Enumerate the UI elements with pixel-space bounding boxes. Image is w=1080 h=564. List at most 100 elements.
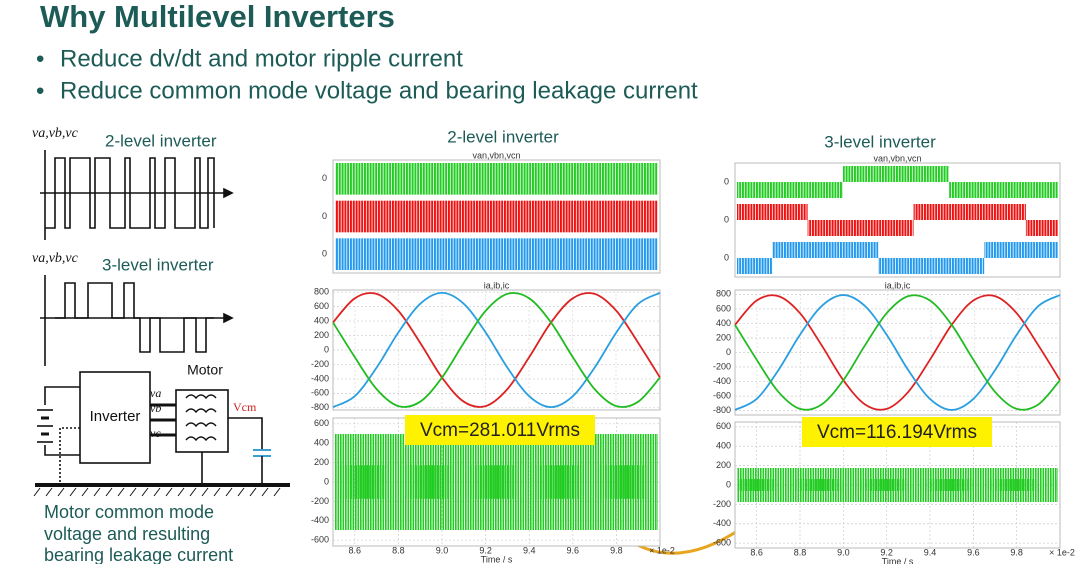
chart-title: 3-level inverter — [824, 132, 936, 151]
annotation: Vcm=281.011Vrms — [420, 420, 580, 441]
pwm-band — [737, 182, 843, 198]
pwm-band — [335, 163, 658, 195]
pwm-band — [1025, 220, 1058, 236]
y-tick-label: -600 — [311, 535, 329, 545]
x-tick-label: 8.6 — [750, 547, 763, 557]
caption: Motor common mode — [44, 502, 214, 522]
y-tick-label: -200 — [713, 499, 731, 509]
pwm-band — [335, 200, 658, 233]
plot-subtitle: ia,ib,ic — [885, 280, 911, 290]
x-tick-label: 9.8 — [610, 545, 623, 555]
annotation-box — [802, 417, 992, 447]
wave-title: 3-level inverter — [102, 255, 214, 274]
y-tick-label: 0 — [324, 476, 329, 486]
x-tick-label: 9.4 — [924, 547, 937, 557]
y-tick-label: -400 — [311, 373, 329, 383]
wave-title: 2-level inverter — [105, 131, 217, 150]
x-axis-label: Time / s — [882, 556, 914, 564]
y-tick-label: 400 — [314, 438, 329, 448]
plot-subtitle: ia,ib,ic — [484, 280, 510, 290]
current-line — [734, 294, 1061, 411]
pwm-band — [984, 242, 1058, 258]
wire — [228, 417, 263, 450]
y-tick-label: 0 — [322, 249, 327, 259]
y-tick-label: 0 — [726, 479, 731, 489]
vcm-band-inner — [737, 479, 1058, 491]
pwm-band — [878, 258, 985, 274]
phase-label: va — [150, 386, 161, 400]
inverter-box — [79, 371, 151, 464]
x-tick-label: 8.8 — [392, 545, 405, 555]
wave-label: va,vb,vc — [32, 251, 79, 266]
current-line — [734, 294, 1061, 411]
pwm-band — [913, 204, 1026, 220]
y-tick-label: -200 — [311, 359, 329, 369]
y-tick-label: -400 — [311, 515, 329, 525]
pwm-band — [842, 166, 949, 182]
caption: bearing leakage current — [44, 545, 233, 564]
bullet: Reduce common mode voltage and bearing l… — [60, 77, 698, 104]
chart-title: 2-level inverter — [447, 127, 559, 146]
y-tick-label: -600 — [311, 388, 329, 398]
x-tick-label: 8.6 — [349, 545, 362, 555]
ground-hatch — [33, 487, 281, 497]
phase-label: vc — [150, 426, 161, 440]
circuit: Inverter va vb vc Motor Vcm — [33, 362, 290, 497]
y-tick-label: 800 — [716, 289, 731, 299]
x-tick-label: 9.0 — [837, 547, 850, 557]
plot-subtitle: van,vbn,vcn — [472, 150, 520, 160]
pwm-band — [737, 204, 808, 220]
current-line — [734, 294, 1061, 411]
arrow — [223, 312, 234, 324]
x-unit-label: × 1e-2 — [649, 545, 675, 555]
bullet-dot: • — [36, 77, 44, 104]
current-line — [332, 291, 661, 409]
x-tick-label: 9.4 — [523, 545, 536, 555]
y-tick-label: 600 — [716, 421, 731, 431]
pwm-band — [772, 242, 879, 258]
y-tick-label: 200 — [716, 460, 731, 470]
x-axis-label: Time / s — [481, 554, 513, 564]
inverter-label: Inverter — [90, 408, 141, 425]
y-tick-label: -200 — [713, 361, 731, 371]
x-tick-label: 9.2 — [880, 547, 893, 557]
wire — [44, 386, 80, 405]
annotation-box — [405, 415, 595, 445]
motor-label: Motor — [187, 362, 223, 378]
x-tick-label: 9.8 — [1010, 547, 1023, 557]
y-tick-label: 600 — [314, 418, 329, 428]
plot-subtitle: van,vbn,vcn — [873, 153, 921, 163]
caption: voltage and resulting — [44, 524, 210, 544]
y-tick-label: 400 — [716, 441, 731, 451]
x-tick-label: 9.6 — [567, 545, 580, 555]
y-tick-label: 200 — [314, 457, 329, 467]
annotation: Vcm=116.194Vrms — [817, 422, 977, 443]
wire — [44, 445, 80, 456]
y-tick-label: 0 — [724, 176, 729, 186]
y-tick-label: -400 — [713, 376, 731, 386]
dashed-ground — [59, 427, 80, 485]
x-tick-label: 8.8 — [794, 547, 807, 557]
y-tick-label: 0 — [322, 173, 327, 183]
pwm-band — [335, 238, 658, 270]
current-line — [332, 292, 661, 408]
y-tick-label: -800 — [713, 405, 731, 415]
y-tick-label: 600 — [314, 301, 329, 311]
x-tick-label: 9.0 — [436, 545, 449, 555]
bullet-dot: • — [36, 45, 44, 72]
motor-box — [175, 389, 229, 453]
y-tick-label: 200 — [716, 332, 731, 342]
x-tick-label: 9.6 — [967, 547, 980, 557]
y-tick-label: 0 — [324, 344, 329, 354]
y-tick-label: 800 — [314, 287, 329, 297]
phase-label: vb — [150, 401, 161, 415]
vcm-label: Vcm — [233, 400, 257, 414]
y-tick-label: 400 — [716, 318, 731, 328]
motor-coils — [185, 394, 217, 442]
two-level-wave — [45, 157, 215, 229]
y-tick-label: -600 — [713, 538, 731, 548]
vcm-band-inner — [335, 465, 658, 499]
pwm-band — [737, 258, 773, 274]
bullet: Reduce dv/dt and motor ripple current — [60, 45, 463, 72]
wave-label: va,vb,vc — [32, 126, 79, 141]
